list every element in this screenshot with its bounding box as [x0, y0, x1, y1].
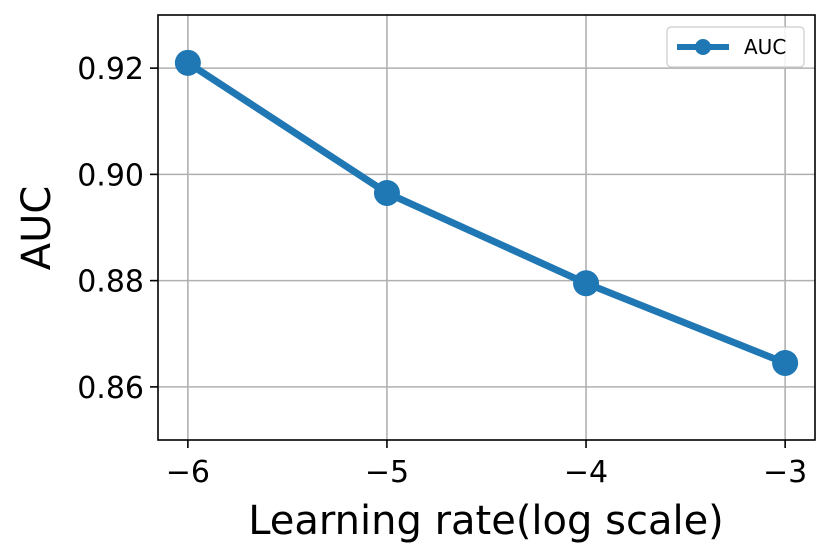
plot-frame — [157, 14, 816, 441]
series-line-auc — [185, 59, 787, 367]
y-tick-label: 0.86 — [77, 371, 144, 406]
y-axis: 0.86 0.88 0.90 0.92 — [77, 52, 158, 406]
y-tick-label: 0.88 — [77, 265, 144, 300]
data-point-auc — [174, 49, 201, 76]
x-tick-label: −4 — [564, 455, 608, 490]
data-point-auc — [772, 349, 799, 376]
y-axis-title: AUC — [14, 186, 60, 271]
legend-box — [666, 26, 805, 68]
series-layer — [174, 49, 799, 376]
x-axis-title: Learning rate(log scale) — [248, 498, 724, 544]
legend-label: AUC — [744, 35, 786, 59]
y-tick-label: 0.92 — [77, 52, 144, 87]
legend: AUC — [666, 26, 805, 68]
x-tick-label: −6 — [166, 455, 210, 490]
x-axis: −6 −5 −4 −3 — [166, 440, 807, 490]
x-tick-label: −5 — [365, 455, 409, 490]
x-tick-label: −3 — [763, 455, 807, 490]
data-point-auc — [573, 270, 600, 297]
data-point-auc — [373, 179, 400, 206]
grid-lines — [158, 15, 815, 440]
y-tick-label: 0.90 — [77, 158, 144, 193]
legend-marker-sample — [695, 39, 711, 55]
